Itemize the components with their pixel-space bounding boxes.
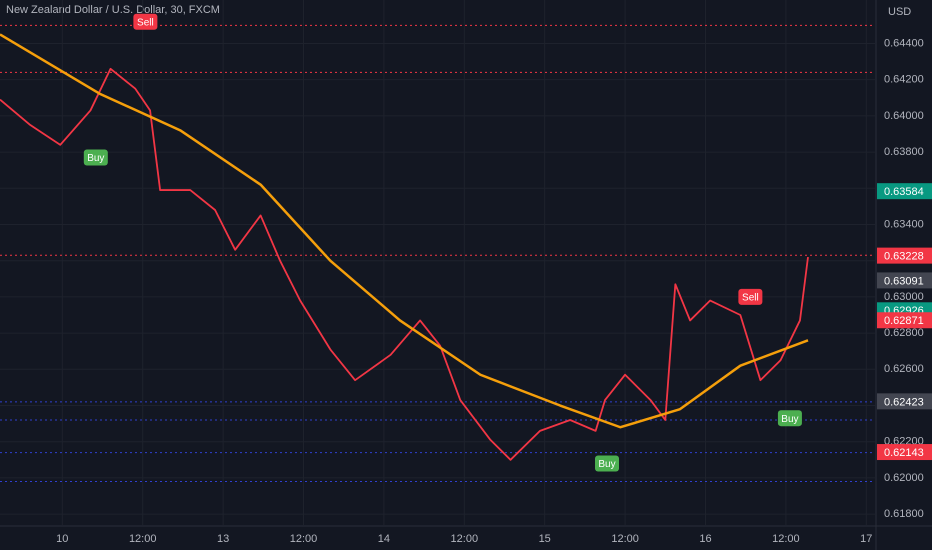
price-tag-label: 0.62871 [884, 315, 924, 327]
x-tick-label: 12:00 [611, 533, 639, 545]
currency: USD [888, 6, 911, 18]
x-tick-label: 13 [217, 533, 229, 545]
x-tick-label: 12:00 [129, 533, 157, 545]
x-tick-label: 12:00 [451, 533, 479, 545]
y-tick-label: 0.64400 [884, 37, 924, 49]
price-tag-label: 0.63228 [884, 251, 924, 263]
x-tick-label: 17 [860, 533, 872, 545]
signal-badge [133, 13, 158, 30]
price-tag-label: 0.62423 [884, 396, 924, 408]
y-tick-label: 0.62600 [884, 363, 924, 375]
y-tick-label: 0.63000 [884, 291, 924, 303]
signal-label: Buy [598, 459, 615, 470]
price-tag [877, 183, 932, 200]
price-tag [877, 247, 932, 264]
x-tick-label: 14 [378, 533, 390, 545]
x-tick-label: 10 [56, 533, 68, 545]
price-tag [877, 312, 932, 329]
y-tick-label: 0.61800 [884, 508, 924, 520]
price-tag-label: 0.63091 [884, 275, 924, 287]
y-tick-label: 0.62000 [884, 472, 924, 484]
x-tick-label: 16 [699, 533, 711, 545]
signal-badge [83, 149, 108, 166]
price-tag-label: 0.62143 [884, 447, 924, 459]
y-tick-label: 0.64000 [884, 110, 924, 122]
price-tag-label: 0.63584 [884, 186, 924, 198]
chart-title: New Zealand Dollar / U.S. Dollar, 30, FX… [6, 4, 220, 16]
signal-badge [595, 455, 620, 472]
x-tick-label: 12:00 [772, 533, 800, 545]
signal-label: Sell [137, 17, 154, 28]
price-line [0, 67, 809, 461]
y-tick-label: 0.62800 [884, 327, 924, 339]
x-tick-label: 12:00 [290, 533, 318, 545]
signal-label: Buy [781, 414, 798, 425]
price-tag [877, 393, 932, 410]
signal-badge [777, 410, 802, 427]
price-tag [877, 444, 932, 461]
x-tick-label: 15 [539, 533, 551, 545]
y-tick-label: 0.64200 [884, 74, 924, 86]
y-tick-label: 0.63800 [884, 146, 924, 158]
signal-label: Sell [742, 293, 759, 304]
signal-label: Buy [87, 153, 104, 164]
signal-badge [738, 288, 763, 305]
price-line [0, 33, 809, 429]
y-tick-label: 0.63400 [884, 218, 924, 230]
price-tag [877, 272, 932, 289]
